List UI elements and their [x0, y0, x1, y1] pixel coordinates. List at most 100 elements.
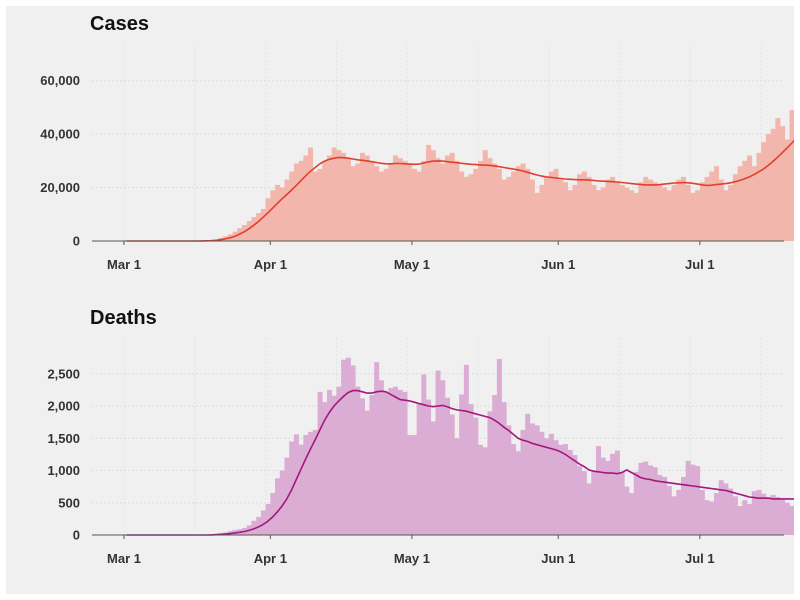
cases-bar [350, 166, 356, 241]
deaths-bar [765, 496, 771, 535]
deaths-7day-average-line [126, 389, 794, 536]
cases-bar [723, 190, 729, 241]
deaths-bar [275, 478, 281, 535]
deaths-bar [534, 425, 540, 535]
cases-bar [751, 166, 757, 241]
cases-bar [732, 174, 738, 241]
cases-bar [270, 190, 276, 241]
deaths-bar [492, 395, 498, 535]
cases-bar [284, 179, 290, 241]
cases-bar [699, 182, 705, 241]
cases-bar [298, 160, 304, 241]
deaths-bar [591, 470, 597, 535]
cases-bar [279, 187, 285, 241]
deaths-bar [638, 462, 644, 535]
cases-bar [360, 152, 366, 241]
deaths-bar [652, 467, 658, 535]
deaths-bar [369, 395, 375, 535]
cases-x-ticks: Mar 1 Apr 1 May 1 Jun 1 Jul 1 [107, 241, 715, 272]
deaths-bar [529, 423, 535, 535]
deaths-bar [341, 359, 347, 535]
deaths-bar [709, 501, 715, 535]
cases-bar [567, 190, 573, 241]
cases-bar [492, 163, 498, 241]
cases-7day-average-line [126, 139, 794, 242]
cases-bar [426, 144, 432, 241]
deaths-bar [704, 500, 710, 535]
deaths-bar [619, 471, 625, 535]
cases-bar [690, 192, 696, 241]
cases-bar [680, 176, 686, 241]
cases-bar [468, 174, 474, 241]
deaths-bar [463, 364, 469, 535]
deaths-x-tick-label: Jun 1 [541, 551, 575, 566]
deaths-bar [586, 483, 592, 535]
cases-bar [449, 152, 455, 241]
cases-bar [614, 182, 620, 241]
cases-bar [440, 163, 446, 241]
cases-x-tick-label: Jul 1 [685, 257, 715, 272]
deaths-bar [614, 450, 620, 535]
deaths-y-ticks: 0 500 1,000 1,500 2,000 2,500 [47, 366, 80, 542]
deaths-bar [383, 392, 389, 535]
cases-y-tick-label: 0 [73, 234, 80, 249]
cases-bar [515, 166, 521, 241]
cases-bar [624, 187, 630, 241]
cases-bar [393, 155, 399, 241]
deaths-bar [662, 476, 668, 535]
deaths-bar [657, 475, 663, 535]
cases-bar [775, 118, 781, 241]
cases-bars [199, 110, 794, 241]
cases-x-tick-label: Apr 1 [254, 257, 287, 272]
deaths-bar [728, 488, 734, 535]
cases-bar [369, 160, 375, 241]
deaths-bar [789, 505, 794, 535]
deaths-bar [784, 502, 790, 535]
cases-bar [784, 139, 790, 241]
deaths-panel: Deaths 0 500 1,000 1,500 2,000 2,500 Mar 1 Apr… [47, 307, 794, 566]
deaths-bar [685, 460, 691, 535]
deaths-bar [360, 398, 366, 535]
deaths-bar [633, 471, 639, 535]
deaths-bar [336, 386, 342, 535]
deaths-bar [378, 380, 384, 535]
cases-bar [312, 171, 318, 241]
deaths-bar [284, 457, 290, 535]
cases-bar [430, 150, 436, 241]
cases-bar [246, 220, 252, 241]
cases-bar [435, 158, 441, 241]
cases-bar [685, 184, 691, 241]
cases-bar [789, 110, 794, 241]
deaths-bar [751, 491, 757, 535]
deaths-bar [388, 387, 394, 535]
cases-bar [577, 174, 583, 241]
deaths-bar [430, 421, 436, 535]
cases-bar [496, 168, 502, 241]
deaths-bar [562, 444, 568, 535]
deaths-bar [596, 446, 602, 535]
cases-bar [388, 163, 394, 241]
deaths-bar [501, 402, 507, 535]
cases-bar [317, 168, 323, 241]
cases-bar [714, 166, 720, 241]
cases-x-tick-label: May 1 [394, 257, 430, 272]
deaths-bar [303, 435, 309, 535]
cases-bar [581, 171, 587, 241]
cases-bar [303, 155, 309, 241]
deaths-bar [478, 444, 484, 535]
cases-bar [539, 184, 545, 241]
cases-bar [345, 158, 351, 241]
deaths-bar [780, 498, 786, 535]
deaths-bar [345, 357, 351, 535]
cases-bar [374, 166, 380, 241]
deaths-bar [374, 362, 380, 535]
cases-bar [308, 147, 314, 241]
deaths-bar [496, 358, 502, 535]
deaths-y-tick-label: 1,500 [47, 431, 80, 446]
cases-bar [322, 160, 328, 241]
cases-bar [600, 187, 606, 241]
deaths-bar [350, 365, 356, 535]
cases-bar [478, 160, 484, 241]
deaths-bar [723, 483, 729, 535]
cases-bar [407, 163, 413, 241]
